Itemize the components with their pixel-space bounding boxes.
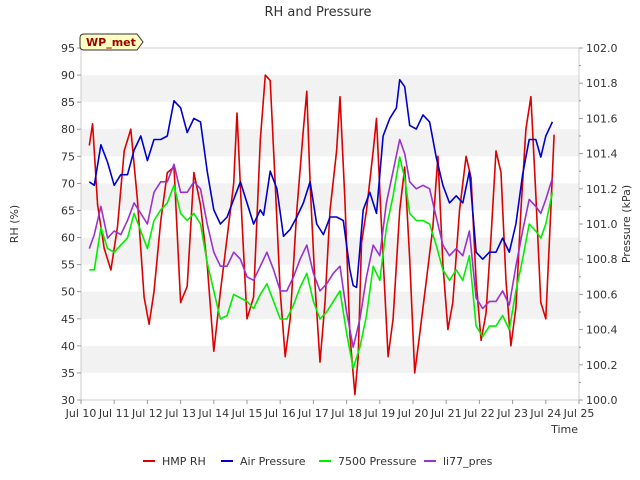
right-axis-ticks: 100.0 100.2 100.4 100.6 100.8 101.0 101.2 101.4… [579, 42, 618, 407]
y2-tick-label: 101.6 [586, 112, 618, 125]
x-tick-label: Jul 18 [330, 407, 362, 420]
series-line-7500-pressure [89, 156, 554, 370]
x-tick-label: Jul 17 [297, 407, 329, 420]
x-tick-label: Jul 12 [131, 407, 163, 420]
x-tick-label: Jul 24 [529, 407, 561, 420]
y2-axis-label: Pressure (kPa) [620, 185, 633, 263]
y-tick-label: 60 [61, 232, 75, 245]
x-tick-label: Jul 11 [98, 407, 130, 420]
x-tick-label: Jul 13 [164, 407, 196, 420]
y-tick-label: 65 [61, 204, 75, 217]
x-tick-label: Jul 16 [264, 407, 296, 420]
legend: HMP RH Air Pressure 7500 Pressure li77_pres [143, 455, 493, 468]
y-tick-label: 80 [61, 123, 75, 136]
x-axis-label: Time [550, 423, 578, 436]
legend-label: HMP RH [162, 455, 206, 468]
series-line-hmp-rh [88, 74, 555, 396]
legend-label: 7500 Pressure [338, 455, 417, 468]
y2-tick-label: 100.4 [586, 324, 618, 337]
y2-tick-label: 101.8 [586, 77, 618, 90]
y2-tick-label: 102.0 [586, 42, 618, 55]
grid-bands [81, 75, 579, 373]
y-tick-label: 85 [61, 96, 75, 109]
grid-band [81, 129, 579, 157]
y-tick-label: 90 [61, 69, 75, 82]
left-axis-ticks: 30 35 40 45 50 55 60 65 70 75 80 85 90 95 [61, 42, 81, 407]
y-tick-label: 50 [61, 286, 75, 299]
y-tick-label: 30 [61, 394, 75, 407]
site-label-box: WP_met [79, 33, 144, 51]
x-tick-label: Jul 10 [65, 407, 97, 420]
y2-tick-label: 101.4 [586, 148, 618, 161]
x-axis-ticks: Jul 10 Jul 11 Jul 12 Jul 13 Jul 14 Jul 15 Jul … [65, 400, 595, 420]
y-axis-label: RH (%) [8, 205, 21, 243]
y2-tick-label: 101.2 [586, 183, 618, 196]
grid-band [81, 345, 579, 373]
y-tick-label: 45 [61, 313, 75, 326]
y-tick-label: 40 [61, 340, 75, 353]
y2-tick-label: 100.2 [586, 359, 618, 372]
y-tick-label: 95 [61, 42, 75, 55]
y-tick-label: 70 [61, 177, 75, 190]
x-tick-label: Jul 14 [197, 407, 229, 420]
site-label: WP_met [86, 36, 136, 49]
series-line-air-pressure [88, 78, 554, 289]
series-line-li77-pres [88, 138, 554, 348]
legend-label: li77_pres [443, 455, 493, 468]
chart-title: RH and Pressure [264, 5, 371, 20]
x-tick-label: Jul 25 [563, 407, 595, 420]
x-tick-label: Jul 21 [430, 407, 462, 420]
grid-band [81, 75, 579, 103]
legend-label: Air Pressure [240, 455, 306, 468]
x-tick-label: Jul 22 [463, 407, 495, 420]
x-tick-label: Jul 15 [231, 407, 263, 420]
series-lines [88, 74, 555, 396]
y-tick-label: 35 [61, 367, 75, 380]
y-tick-label: 75 [61, 150, 75, 163]
x-tick-label: Jul 20 [397, 407, 429, 420]
x-tick-label: Jul 23 [496, 407, 528, 420]
y2-tick-label: 100.0 [586, 394, 618, 407]
y2-tick-label: 101.0 [586, 218, 618, 231]
y-tick-label: 55 [61, 259, 75, 272]
y2-tick-label: 100.6 [586, 288, 618, 301]
y2-tick-label: 100.8 [586, 253, 618, 266]
x-tick-label: Jul 19 [363, 407, 395, 420]
